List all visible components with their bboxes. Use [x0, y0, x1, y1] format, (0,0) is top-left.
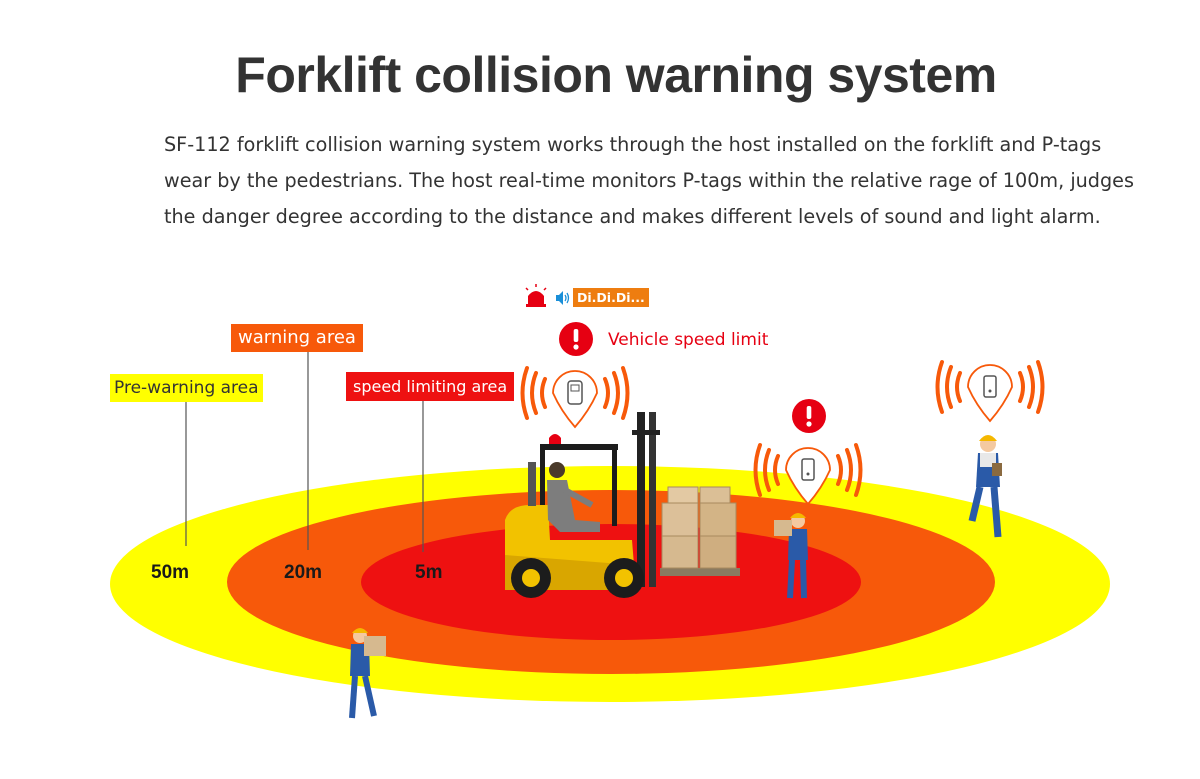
signal-wave-icon — [753, 443, 863, 497]
description-line-2: wear by the pedestrians. The host real-t… — [164, 169, 1134, 192]
signal-wave-icon — [935, 360, 1045, 414]
exclamation-icon — [792, 399, 826, 433]
page-title: Forklift collision warning system — [235, 47, 997, 103]
siren-icon — [525, 284, 547, 307]
speed-limiting-distance: 5m — [415, 562, 443, 583]
p-tag-icon — [935, 360, 1045, 423]
signal-wave-icon — [520, 366, 630, 420]
description-line-3: the danger degree according to the dista… — [164, 205, 1101, 228]
vehicle-speed-limit-label: Vehicle speed limit — [608, 330, 769, 350]
pre-warning-distance: 50m — [151, 562, 190, 583]
warning-distance: 20m — [284, 562, 323, 583]
forklift — [505, 412, 740, 598]
speaker-icon — [556, 291, 570, 305]
exclamation-icon — [559, 322, 593, 356]
worker — [968, 435, 1002, 538]
description-line-1: SF-112 forklift collision warning system… — [164, 133, 1102, 156]
alarm-sound-label: Di.Di.Di... — [573, 288, 649, 307]
p-tag-icon — [520, 366, 630, 429]
pre-warning-area-label: Pre-warning area — [110, 374, 263, 402]
warning-area-label: warning area — [231, 324, 363, 352]
p-tag-icon — [753, 443, 863, 506]
description: SF-112 forklift collision warning system… — [164, 127, 1134, 235]
worker — [774, 513, 808, 599]
worker — [349, 628, 386, 719]
speed-limiting-area-label: speed limiting area — [346, 372, 515, 401]
